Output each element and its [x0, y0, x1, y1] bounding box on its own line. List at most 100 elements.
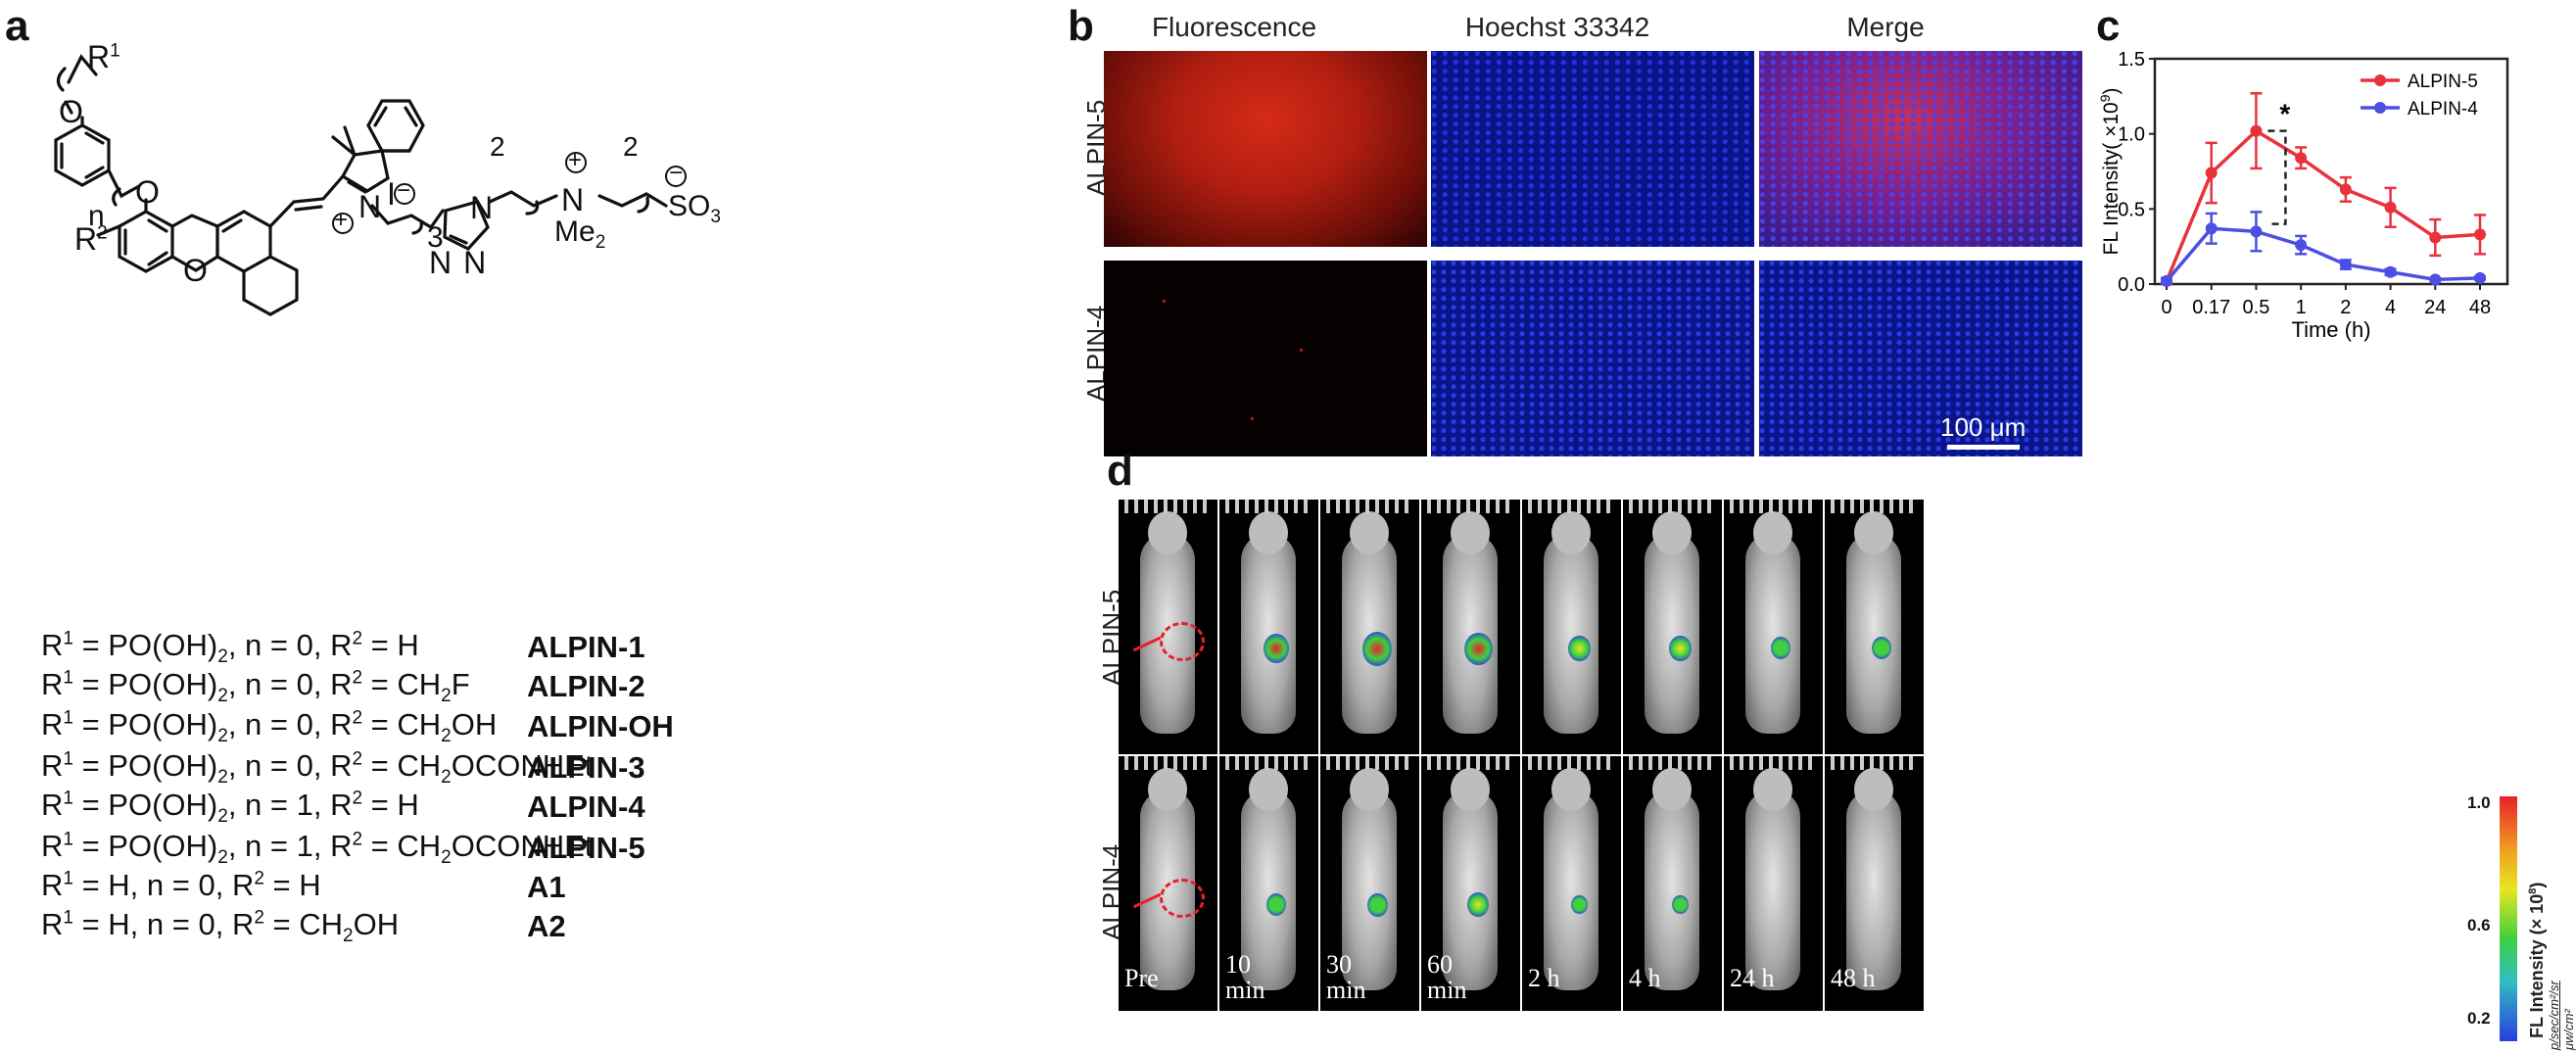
formula-part: , n = 0, R: [227, 707, 353, 742]
mouse-holder: [1629, 500, 1715, 513]
mouse-head: [1753, 511, 1792, 554]
tumor-circle: [1160, 879, 1205, 918]
so3-label: SO3: [668, 190, 721, 227]
formula-part: 1: [63, 707, 73, 729]
mouse-holder: [1831, 756, 1917, 770]
y-tick-label: 1.5: [2118, 49, 2145, 71]
formula-part: 2: [254, 907, 264, 929]
fluorescence-signal: [1872, 637, 1891, 659]
column-header-hoechst: Hoechst 33342: [1464, 12, 1650, 42]
minus-charge-icon: [394, 183, 415, 205]
mouse-body: [1241, 533, 1296, 734]
fluorescence-signal: [1771, 637, 1790, 659]
compound-formula: R1 = H, n = 0, R2 = H: [41, 868, 321, 903]
formula-part: 2: [352, 788, 363, 809]
panel-label-c: c: [2096, 2, 2121, 50]
mouse-image: 48 h: [1825, 756, 1924, 1011]
formula-part: 2: [217, 806, 228, 828]
fluorescence-signal: [1366, 892, 1388, 917]
data-point: [2384, 201, 2397, 214]
fluorescence-signal: [1463, 632, 1493, 665]
time-label: 4 h: [1629, 964, 1661, 992]
time-label: 60 min: [1427, 950, 1467, 1004]
compound-formula: R1 = PO(OH)2, n = 1, R2 = H: [41, 788, 419, 828]
formula-part: = CH: [362, 748, 442, 783]
mouse-holder: [1629, 756, 1715, 770]
formula-part: R: [41, 788, 64, 822]
mouse-image: [1119, 500, 1217, 754]
y-tick-label: 1.0: [2118, 124, 2145, 146]
mouse-image: 4 h: [1623, 756, 1722, 1011]
mouse-head: [1350, 511, 1389, 554]
triazole-n-label: NN: [429, 245, 499, 280]
minus-sign: −: [397, 177, 411, 204]
fluorescence-signal: [1362, 632, 1392, 666]
formula-part: = H: [263, 868, 321, 902]
formula-part: R: [41, 707, 64, 742]
mouse-head: [1551, 511, 1591, 554]
x-tick-label: 1: [2296, 297, 2307, 318]
mouse-image: 24 h: [1724, 756, 1823, 1011]
time-label: 2 h: [1528, 964, 1560, 992]
data-point: [2295, 239, 2308, 252]
micrograph-alpin5-fluorescence: [1104, 51, 1427, 247]
plus-sign-2: +: [568, 147, 583, 173]
data-point: [2474, 271, 2486, 284]
colorbar-label: FL Intensity (× 108): [2527, 882, 2547, 1038]
formula-part: 2: [217, 847, 228, 869]
mouse-image: 30 min: [1320, 756, 1419, 1011]
formula-part: OCONHEt: [451, 829, 594, 863]
fluorescence-signal: [1570, 894, 1588, 915]
formula-part: OH: [451, 707, 498, 742]
data-point: [2161, 274, 2172, 287]
x-tick-label: 4: [2385, 297, 2396, 318]
formula-part: = PO(OH): [72, 628, 218, 662]
data-point: [2384, 265, 2397, 278]
formula-part: , n = 0, R: [227, 628, 353, 662]
mouse-body: [1544, 790, 1598, 990]
compound-formula: R1 = H, n = 0, R2 = CH2OH: [41, 907, 399, 947]
formula-part: , n = 1, R: [227, 788, 353, 822]
formula-part: = CH: [362, 707, 442, 742]
tumor-circle: [1160, 622, 1205, 661]
formula-part: = H: [362, 628, 419, 662]
data-point: [2474, 228, 2486, 241]
formula-part: 2: [352, 667, 363, 689]
series-line: [2165, 128, 2481, 282]
mouse-head: [1451, 511, 1490, 554]
formula-part: 1: [63, 907, 73, 929]
formula-part: 2: [352, 707, 363, 729]
time-label: 48 h: [1831, 964, 1876, 992]
colorbar: [2500, 796, 2517, 1041]
minus-charge-icon: [665, 166, 687, 187]
mouse-holder: [1124, 756, 1211, 770]
mouse-body: [1745, 790, 1800, 990]
mouse-image: Pre: [1119, 756, 1217, 1011]
formula-part: R: [41, 748, 64, 783]
triazole-n1-label: N: [470, 190, 494, 225]
mouse-holder: [1730, 500, 1816, 513]
mouse-image: [1421, 500, 1520, 754]
compound-name: ALPIN-3: [527, 750, 645, 785]
micrograph-alpin4-merge: 100 μm: [1759, 261, 2082, 456]
legend-label: ALPIN-4: [2408, 99, 2478, 120]
formula-part: = H: [362, 788, 419, 822]
minus-sign-2: −: [669, 160, 684, 186]
time-label: 10 min: [1225, 950, 1265, 1004]
time-label: 30 min: [1326, 950, 1366, 1004]
iodide-label: I: [387, 176, 396, 212]
formula-part: F: [451, 667, 470, 701]
plot-frame: [2153, 57, 2509, 286]
mouse-body: [1241, 790, 1296, 990]
r2-label: R2: [74, 221, 108, 257]
panel-label-b: b: [1068, 2, 1094, 50]
compound-name: ALPIN-2: [527, 669, 645, 703]
formula-part: = H, n = 0, R: [72, 907, 255, 941]
mouse-head: [1350, 768, 1389, 811]
formula-part: = CH: [362, 829, 442, 863]
compound-formula: R1 = PO(OH)2, n = 0, R2 = CH2OCONHEt: [41, 748, 593, 789]
x-axis-label: Time (h): [2291, 317, 2370, 342]
mouse-body: [1745, 533, 1800, 734]
mouse-body: [1443, 533, 1498, 734]
mouse-head: [1652, 768, 1692, 811]
